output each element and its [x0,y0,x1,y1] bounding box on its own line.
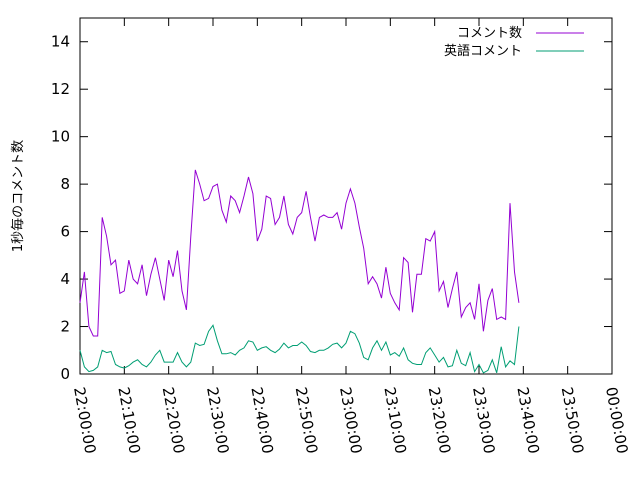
x-tick-label: 22:50:00 [292,386,321,455]
series-layer [79,169,520,374]
series-line-comments [79,169,520,337]
x-tick-label: 23:10:00 [380,386,409,455]
y-tick-label: 12 [51,80,70,98]
y-tick-label: 14 [51,33,70,51]
y-axis: 0 2 4 6 8 10 12 14 [51,33,612,383]
x-tick-label: 23:30:00 [469,386,498,455]
y-tick-label: 4 [60,270,70,288]
y-tick-label: 2 [60,318,70,336]
x-tick-label: 00:00:00 [602,386,631,455]
y-axis-label: 1秒毎のコメント数 [10,140,26,252]
x-tick-label: 22:30:00 [203,386,232,455]
legend-label-english: 英語コメント [444,43,522,59]
x-tick-label: 23:40:00 [513,386,542,455]
y-tick-label: 10 [51,128,70,146]
x-tick-label: 23:50:00 [558,386,587,455]
y-tick-label: 8 [60,175,70,193]
legend: コメント数 英語コメント [444,26,584,59]
x-tick-label: 22:00:00 [70,386,99,455]
x-tick-label: 22:20:00 [159,386,188,455]
x-tick-label: 22:40:00 [247,386,276,455]
y-tick-label: 6 [60,223,70,241]
x-tick-label: 22:10:00 [114,386,143,455]
legend-label-comments: コメント数 [457,26,522,41]
y-tick-label: 0 [60,365,70,383]
x-axis: 22:00:00 22:10:00 22:20:00 22:30:00 22:40:00… [70,18,631,455]
x-tick-label: 23:00:00 [336,386,365,455]
x-tick-label: 23:20:00 [425,386,454,455]
plot-frame [79,17,613,375]
series-line-english [79,324,520,374]
